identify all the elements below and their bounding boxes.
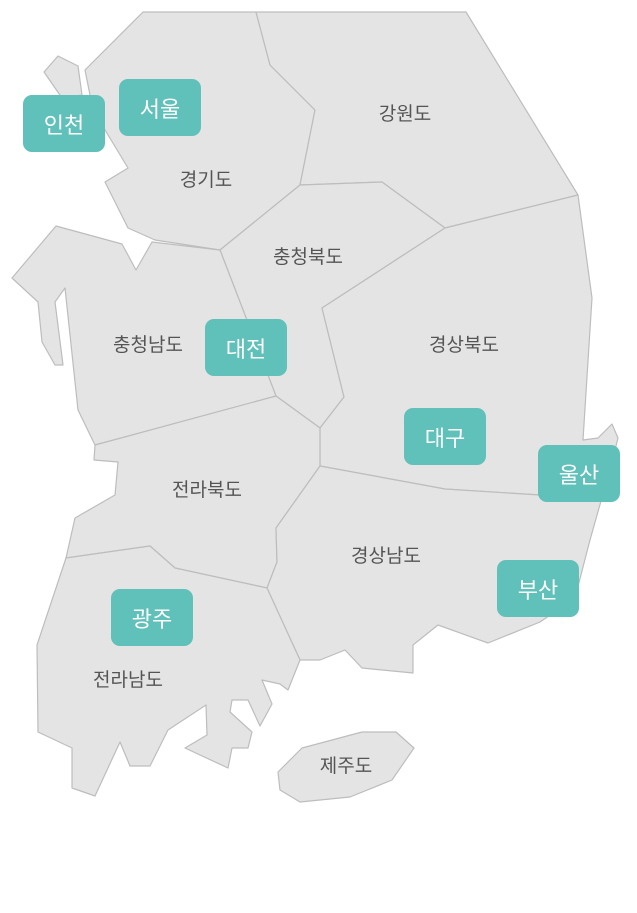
city-button-daejeon[interactable]: 대전 <box>205 319 287 376</box>
region-label-jeonnam: 전라남도 <box>93 669 163 691</box>
region-label-chungbuk: 충청북도 <box>273 246 343 268</box>
city-button-busan[interactable]: 부산 <box>497 560 579 617</box>
region-label-chungnam: 충청남도 <box>113 334 183 356</box>
region-label-gangwon: 강원도 <box>379 103 431 125</box>
region-label-gyeongbuk: 경상북도 <box>429 334 499 356</box>
region-label-gyeonggi: 경기도 <box>180 169 232 191</box>
region-label-jeju: 제주도 <box>320 755 372 777</box>
region-jeju[interactable] <box>277 731 415 803</box>
city-button-gwangju[interactable]: 광주 <box>111 589 193 646</box>
city-button-ulsan[interactable]: 울산 <box>538 445 620 502</box>
region-jeonnam[interactable] <box>36 545 301 797</box>
region-incheon-island[interactable] <box>43 55 83 99</box>
region-label-jeonbuk: 전라북도 <box>172 479 242 501</box>
city-button-seoul[interactable]: 서울 <box>119 79 201 136</box>
city-button-daegu[interactable]: 대구 <box>404 408 486 465</box>
city-button-incheon[interactable]: 인천 <box>23 95 105 152</box>
region-label-gyeongnam: 경상남도 <box>351 545 421 567</box>
